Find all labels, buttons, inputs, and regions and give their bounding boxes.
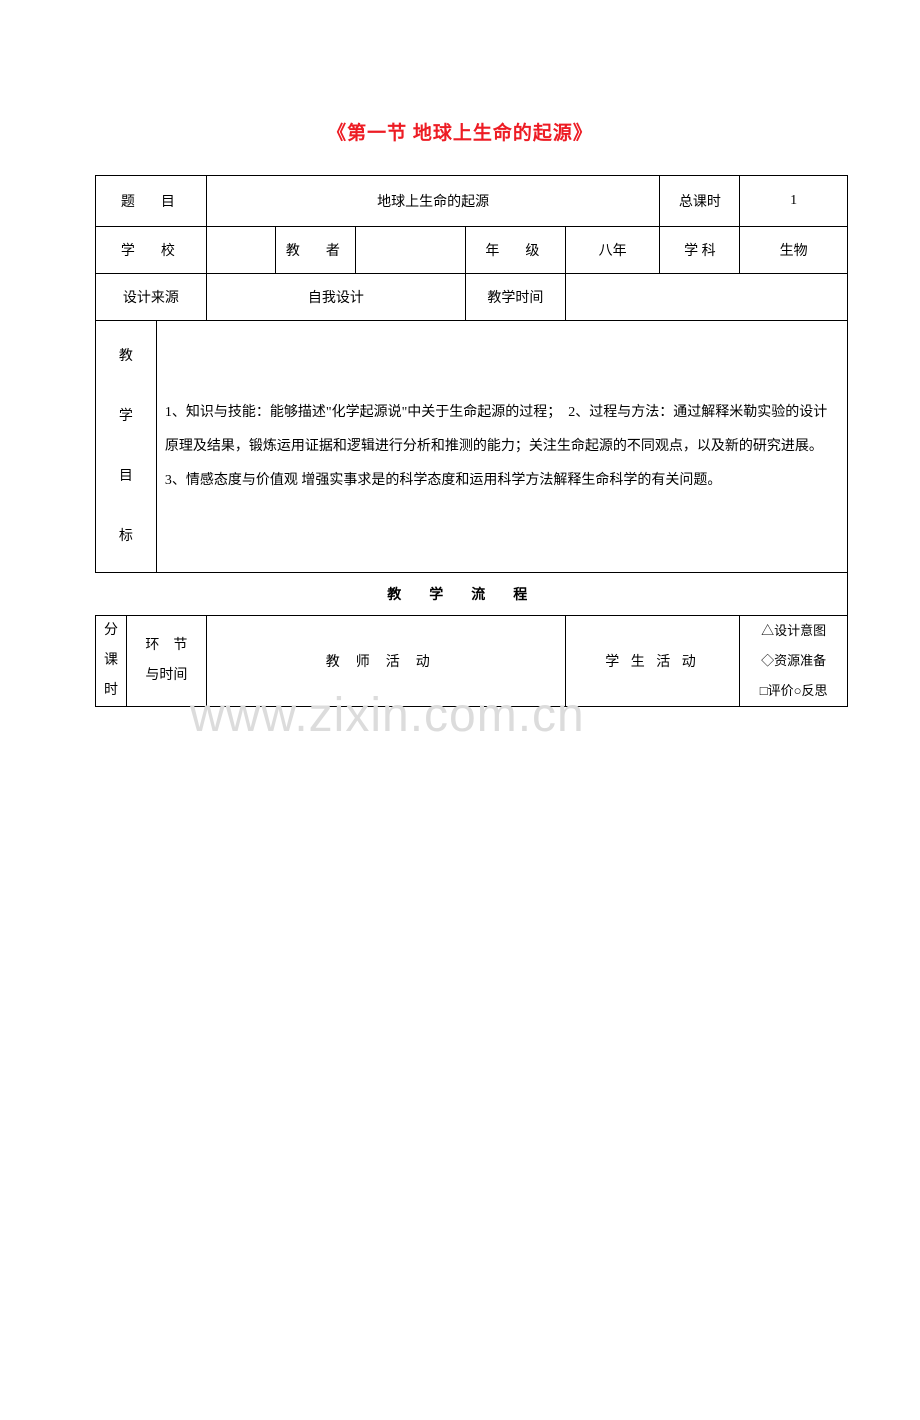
subject-value: 生物 <box>740 227 848 274</box>
school-label: 学 校 <box>96 227 207 274</box>
row-flow-columns: 分 课 时 环 节 与时间 教师活动 学 生 活 动 △设计意图 ◇资源准备 □… <box>96 616 848 707</box>
total-hours-value: 1 <box>740 176 848 227</box>
teacher-activity-col-label: 教师活动 <box>206 616 565 707</box>
row-school: 学 校 教 者 年 级 八年 学 科 生物 <box>96 227 848 274</box>
objectives-char-4: 标 <box>96 507 156 567</box>
segment-time-col-label: 环 节 与时间 <box>126 616 206 707</box>
row-topic: 题 目 地球上生命的起源 总课时 1 <box>96 176 848 227</box>
teaching-time-label: 教学时间 <box>465 274 565 321</box>
design-source-label: 设计来源 <box>96 274 207 321</box>
teaching-flow-header: 教学流程 <box>96 573 848 616</box>
objectives-char-3: 目 <box>96 447 156 507</box>
row-flow-header: 教学流程 <box>96 573 848 616</box>
teacher-label: 教 者 <box>276 227 356 274</box>
total-hours-label: 总课时 <box>660 176 740 227</box>
grade-value: 八年 <box>565 227 660 274</box>
design-source-value: 自我设计 <box>206 274 465 321</box>
objectives-char-1: 教 <box>96 327 156 387</box>
period-char-2: 课 <box>96 646 126 676</box>
notes-line-1: △设计意图 <box>740 616 847 646</box>
lesson-plan-table-container: 题 目 地球上生命的起源 总课时 1 学 校 教 者 年 级 八年 学 科 生物… <box>95 175 848 707</box>
grade-label: 年 级 <box>465 227 565 274</box>
lesson-plan-table: 题 目 地球上生命的起源 总课时 1 学 校 教 者 年 级 八年 学 科 生物… <box>95 175 848 707</box>
objectives-side-label: 教 学 目 标 <box>96 321 157 573</box>
notes-line-2: ◇资源准备 <box>740 646 847 676</box>
notes-line-3: □评价○反思 <box>740 676 847 706</box>
teacher-value <box>356 227 466 274</box>
segment-line-1: 环 节 <box>127 631 206 661</box>
page-title: 《第一节 地球上生命的起源》 <box>0 118 920 145</box>
teaching-time-value <box>565 274 847 321</box>
school-value <box>206 227 276 274</box>
row-design-source: 设计来源 自我设计 教学时间 <box>96 274 848 321</box>
segment-line-2: 与时间 <box>127 661 206 691</box>
topic-label: 题 目 <box>96 176 207 227</box>
period-char-3: 时 <box>96 676 126 706</box>
objectives-content: 1、知识与技能：能够描述"化学起源说"中关于生命起源的过程； 2、过程与方法：通… <box>156 321 847 573</box>
objectives-char-2: 学 <box>96 387 156 447</box>
period-char-1: 分 <box>96 616 126 646</box>
row-objectives: 教 学 目 标 1、知识与技能：能够描述"化学起源说"中关于生命起源的过程； 2… <box>96 321 848 573</box>
period-col-label: 分 课 时 <box>96 616 127 707</box>
topic-value: 地球上生命的起源 <box>206 176 660 227</box>
subject-label: 学 科 <box>660 227 740 274</box>
notes-col-label: △设计意图 ◇资源准备 □评价○反思 <box>740 616 848 707</box>
student-activity-col-label: 学 生 活 动 <box>565 616 739 707</box>
